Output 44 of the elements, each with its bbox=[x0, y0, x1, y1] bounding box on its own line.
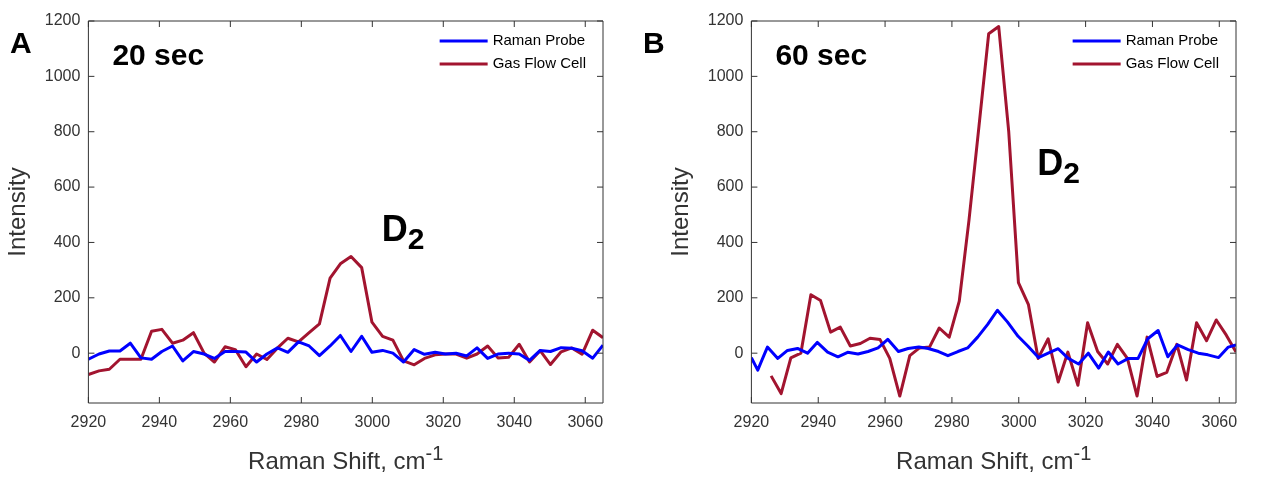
y-tick-label: 400 bbox=[716, 232, 744, 250]
y-tick-label: 600 bbox=[716, 177, 744, 195]
y-tick-label: 400 bbox=[53, 232, 81, 250]
x-tick-label: 3020 bbox=[1067, 413, 1104, 431]
y-tick-label: 1000 bbox=[44, 66, 81, 84]
x-tick-label: 2960 bbox=[212, 413, 249, 431]
y-axis-title: Intensity bbox=[666, 167, 694, 257]
x-axis-title: Raman Shift, cm$^{-1}$ bbox=[896, 442, 1092, 475]
annotation: D$_{2}$ bbox=[381, 208, 425, 257]
x-tick-label: 2920 bbox=[70, 413, 107, 431]
annotation: D$_{2}$ bbox=[1037, 142, 1080, 191]
chart-title: A bbox=[10, 26, 32, 60]
x-tick-label: 3020 bbox=[425, 413, 462, 431]
y-tick-label: 0 bbox=[734, 343, 744, 361]
y-tick-label: 1200 bbox=[707, 11, 744, 29]
y-tick-label: 200 bbox=[53, 288, 81, 306]
text: 60 sec bbox=[775, 38, 868, 72]
legend-label: Gas Flow Cell bbox=[1125, 54, 1219, 72]
y-axis-title: Intensity bbox=[3, 167, 31, 257]
y-tick-label: 1000 bbox=[707, 66, 744, 84]
x-tick-label: 3000 bbox=[354, 413, 391, 431]
legend-label: Gas Flow Cell bbox=[492, 54, 586, 72]
legend-label: Raman Probe bbox=[1125, 31, 1219, 49]
chart-title: B bbox=[643, 26, 665, 60]
y-tick-label: 0 bbox=[71, 343, 81, 361]
x-tick-label: 2940 bbox=[141, 413, 178, 431]
x-tick-label: 2960 bbox=[867, 413, 903, 431]
x-tick-label: 3060 bbox=[567, 413, 604, 431]
x-tick-label: 2920 bbox=[733, 413, 770, 431]
text: 20 sec bbox=[112, 38, 205, 72]
y-tick-label: 800 bbox=[53, 122, 81, 140]
x-tick-label: 2980 bbox=[283, 413, 320, 431]
y-tick-label: 800 bbox=[716, 122, 744, 140]
legend-label: Raman Probe bbox=[492, 31, 586, 49]
y-tick-label: 200 bbox=[716, 288, 744, 306]
x-axis-title: Raman Shift, cm$^{-1}$ bbox=[248, 442, 444, 475]
x-tick-label: 2940 bbox=[800, 413, 837, 431]
y-tick-label: 1200 bbox=[44, 11, 81, 29]
x-tick-label: 3040 bbox=[496, 413, 533, 431]
y-tick-label: 600 bbox=[53, 177, 81, 195]
x-tick-label: 3000 bbox=[1000, 413, 1037, 431]
x-tick-label: 3060 bbox=[1201, 413, 1238, 431]
x-tick-label: 3040 bbox=[1134, 413, 1171, 431]
x-tick-label: 2980 bbox=[934, 413, 970, 431]
